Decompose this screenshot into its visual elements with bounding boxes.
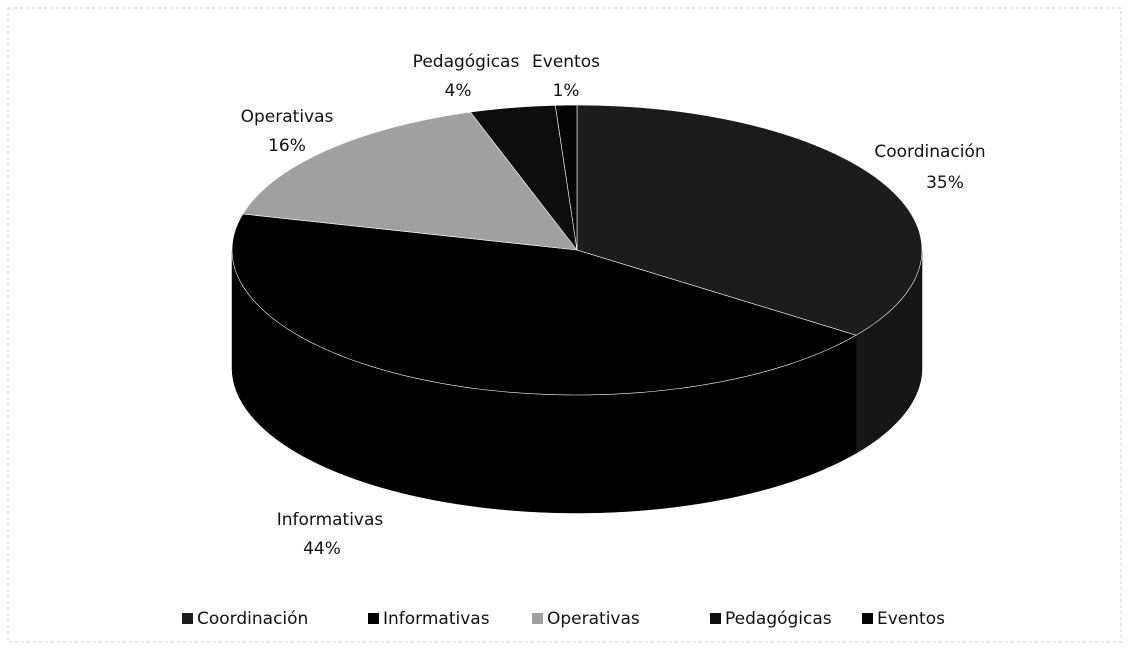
pie-slice	[242, 111, 578, 251]
legend-label: Pedagógicas	[725, 609, 832, 629]
pie-slice	[231, 213, 857, 396]
legend-swatch	[710, 613, 721, 624]
legend-swatch	[368, 613, 379, 624]
data-label-name: Eventos	[532, 52, 600, 72]
legend-swatch	[862, 613, 873, 624]
data-label-name: Pedagógicas	[413, 52, 520, 72]
data-label-value: 44%	[303, 539, 341, 559]
data-label-name: Coordinación	[874, 142, 985, 162]
data-label-value: 1%	[553, 81, 580, 101]
legend-label: Eventos	[877, 609, 945, 629]
legend-label: Coordinación	[197, 609, 308, 629]
pie-slice	[576, 104, 923, 336]
pie-slice	[554, 104, 578, 251]
legend-swatch	[532, 613, 543, 624]
legend-label: Informativas	[383, 609, 490, 629]
data-label-value: 16%	[268, 136, 306, 156]
legend-swatch	[182, 613, 193, 624]
pie-slice	[469, 104, 578, 252]
data-label-value: 4%	[445, 81, 472, 101]
data-label-name: Informativas	[277, 510, 384, 530]
data-label-value: 35%	[926, 173, 964, 193]
data-label-name: Operativas	[241, 107, 334, 127]
legend-label: Operativas	[547, 609, 640, 629]
